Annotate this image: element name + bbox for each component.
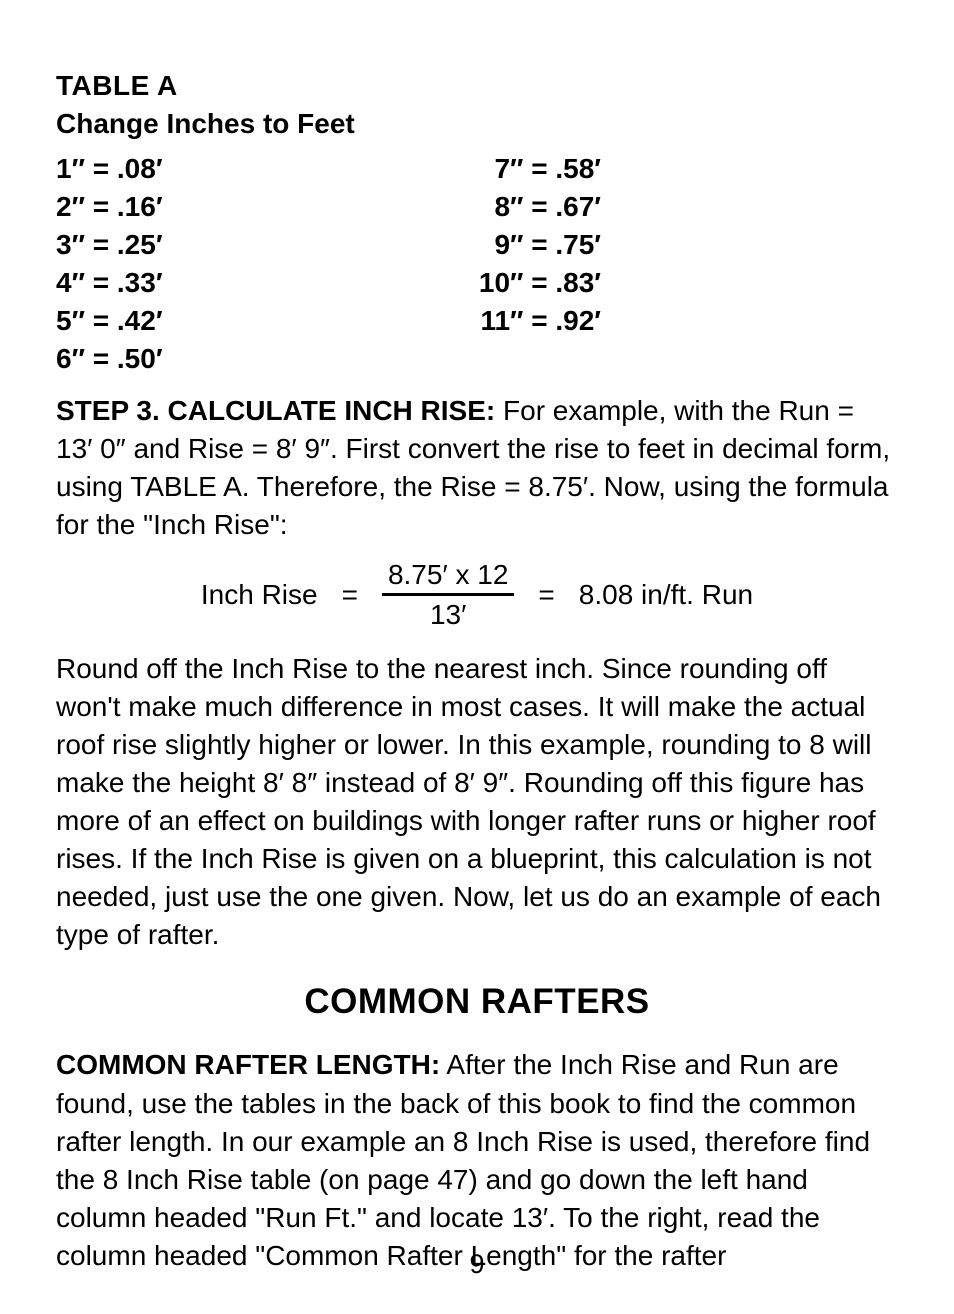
conversion-row: 1″ = .08′	[56, 150, 321, 188]
conversion-row: 10″ = .83′	[321, 264, 601, 302]
conversion-row: 7″ = .58′	[321, 150, 601, 188]
formula-equals-2: =	[538, 579, 554, 611]
conversion-row: 9″ = .75′	[321, 226, 601, 264]
formula-numerator: 8.75′ x 12	[382, 558, 514, 594]
conversion-row: 5″ = .42′	[56, 302, 321, 340]
page-number: 9	[0, 1249, 954, 1280]
conversion-row: 8″ = .67′	[321, 188, 601, 226]
conversion-table: 1″ = .08′ 2″ = .16′ 3″ = .25′ 4″ = .33′ …	[56, 150, 898, 378]
step3-paragraph: STEP 3. CALCULATE INCH RISE: For example…	[56, 392, 898, 543]
common-rafter-text: After the Inch Rise and Run are found, u…	[56, 1049, 870, 1270]
conversion-col-right: 7″ = .58′ 8″ = .67′ 9″ = .75′ 10″ = .83′…	[321, 150, 601, 378]
formula-result: 8.08 in/ft. Run	[579, 579, 753, 611]
inch-rise-formula: Inch Rise = 8.75′ x 12 13′ = 8.08 in/ft.…	[56, 558, 898, 632]
step3-label: STEP 3. CALCULATE INCH RISE:	[56, 395, 495, 426]
rounding-paragraph: Round off the Inch Rise to the nearest i…	[56, 650, 898, 955]
conversion-row: 6″ = .50′	[56, 340, 321, 378]
conversion-col-left: 1″ = .08′ 2″ = .16′ 3″ = .25′ 4″ = .33′ …	[56, 150, 321, 378]
table-a-subtitle: Change Inches to Feet	[56, 108, 898, 140]
table-a-title: TABLE A	[56, 70, 898, 102]
formula-label: Inch Rise	[201, 579, 318, 611]
formula-denominator: 13′	[430, 596, 466, 632]
common-rafter-label: COMMON RAFTER LENGTH:	[56, 1049, 440, 1080]
conversion-row: 3″ = .25′	[56, 226, 321, 264]
common-rafters-heading: COMMON RAFTERS	[56, 982, 898, 1022]
conversion-row: 2″ = .16′	[56, 188, 321, 226]
formula-fraction: 8.75′ x 12 13′	[382, 558, 514, 632]
formula-equals-1: =	[342, 579, 358, 611]
conversion-row: 4″ = .33′	[56, 264, 321, 302]
conversion-row: 11″ = .92′	[321, 302, 601, 340]
common-rafter-paragraph: COMMON RAFTER LENGTH: After the Inch Ris…	[56, 1046, 898, 1274]
